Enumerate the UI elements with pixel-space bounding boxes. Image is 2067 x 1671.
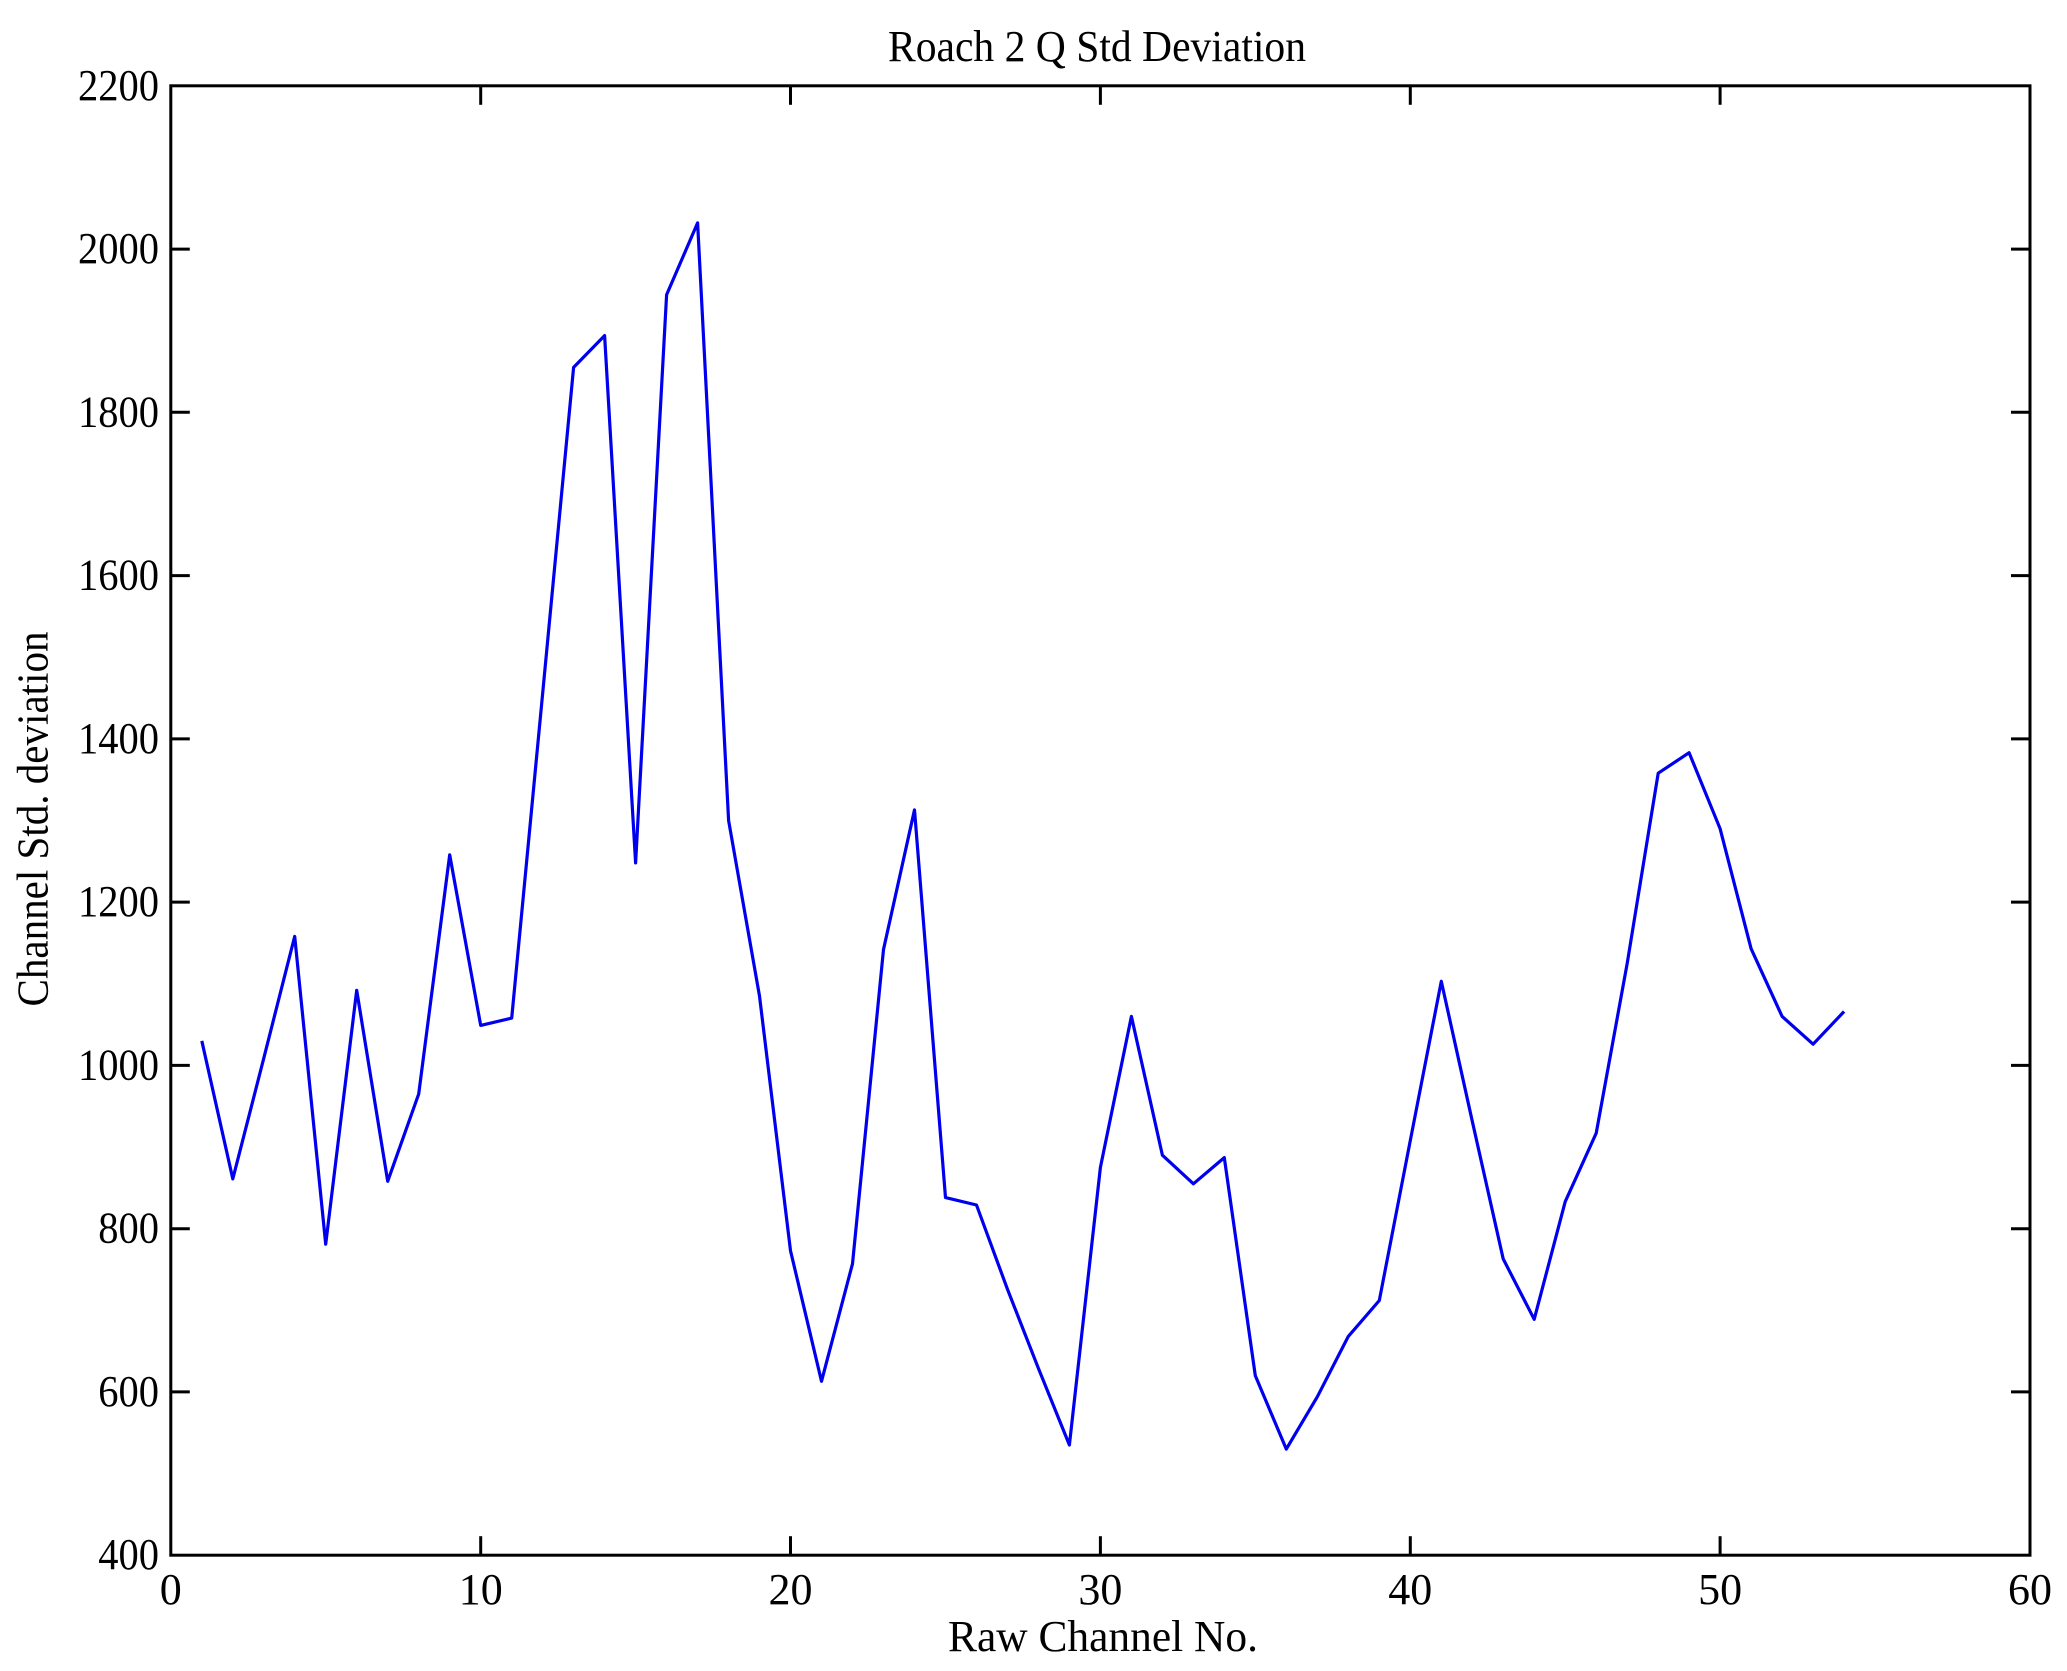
svg-text:2200: 2200 bbox=[78, 61, 159, 110]
svg-text:1000: 1000 bbox=[78, 1040, 159, 1089]
svg-text:Channel Std. deviation: Channel Std. deviation bbox=[9, 632, 58, 1007]
svg-text:10: 10 bbox=[459, 1565, 503, 1614]
svg-text:2000: 2000 bbox=[78, 224, 159, 273]
svg-text:1200: 1200 bbox=[78, 877, 159, 926]
svg-text:50: 50 bbox=[1698, 1565, 1742, 1614]
svg-text:60: 60 bbox=[2008, 1565, 2052, 1614]
svg-text:Raw Channel No.: Raw Channel No. bbox=[948, 1612, 1258, 1661]
svg-text:0: 0 bbox=[160, 1565, 182, 1614]
svg-text:800: 800 bbox=[98, 1204, 159, 1253]
svg-text:20: 20 bbox=[769, 1565, 813, 1614]
svg-text:30: 30 bbox=[1078, 1565, 1122, 1614]
svg-text:Roach 2 Q Std Deviation: Roach 2 Q Std Deviation bbox=[888, 22, 1306, 71]
svg-text:1400: 1400 bbox=[78, 714, 159, 763]
svg-text:1600: 1600 bbox=[78, 551, 159, 600]
svg-text:1800: 1800 bbox=[78, 387, 159, 436]
svg-text:40: 40 bbox=[1388, 1565, 1432, 1614]
svg-text:400: 400 bbox=[98, 1530, 159, 1579]
svg-text:600: 600 bbox=[98, 1367, 159, 1416]
